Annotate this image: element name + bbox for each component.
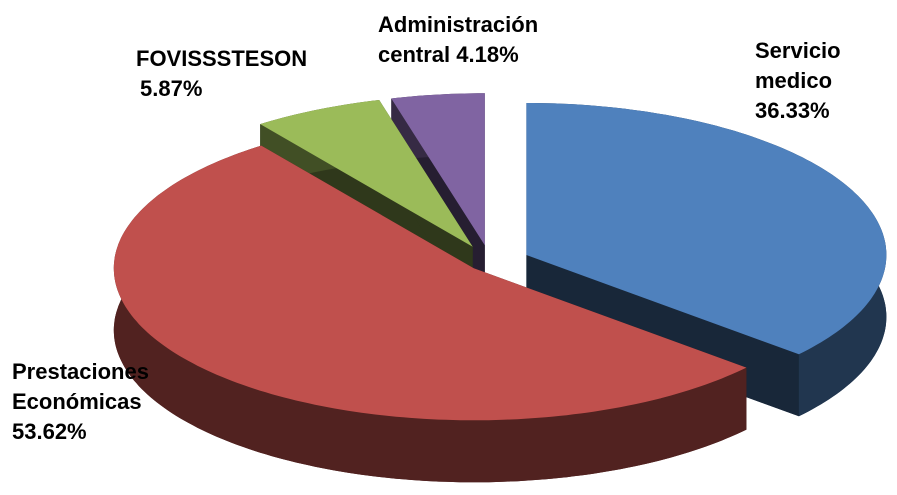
slice-label: Servicio medico 36.33%: [755, 36, 885, 126]
slice-wall: [113, 145, 747, 483]
slice-label: Prestaciones Económicas 53.62%: [12, 357, 202, 447]
slice-name: Prestaciones Económicas: [12, 359, 149, 414]
slice-label: FOVISSSTESON 5.87%: [136, 44, 366, 104]
slice-value: 36.33%: [755, 98, 830, 123]
slice-name: FOVISSSTESON: [136, 46, 308, 71]
slice-value: 4.18%: [456, 42, 519, 67]
slice: [260, 100, 473, 247]
slice-name: Servicio medico: [755, 38, 841, 93]
slice-name: Administración central: [378, 12, 539, 67]
slice-label: Administración central 4.18%: [378, 10, 608, 70]
slice-value: 53.62%: [12, 419, 87, 444]
slice: [113, 145, 747, 421]
slice-value: 5.87%: [140, 76, 203, 101]
slice: [391, 93, 485, 246]
slice: [526, 103, 887, 355]
